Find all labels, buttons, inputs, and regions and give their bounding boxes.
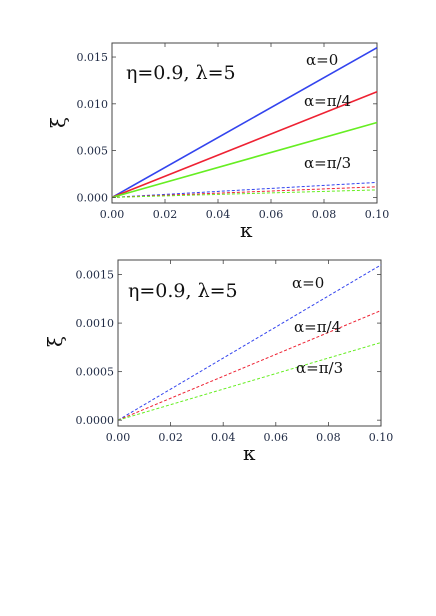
series-line-0-solid xyxy=(111,47,378,199)
y-tick-label: 0.010 xyxy=(77,98,109,111)
x-tick-label: 0.06 xyxy=(259,208,284,221)
series-line-1-solid xyxy=(111,90,378,199)
series-line-3-dashed xyxy=(111,181,378,198)
chart-title: η=0.9, λ=5 xyxy=(126,62,236,84)
series-group xyxy=(117,264,382,421)
y-tick-label: 0.000 xyxy=(77,191,109,204)
series-line-2-dashed xyxy=(117,342,382,421)
y-tick-label: 0.0010 xyxy=(76,317,115,330)
series-line-1-dashed xyxy=(117,310,382,421)
x-tick-label: 0.02 xyxy=(153,208,178,221)
y-tick-label: 0.0015 xyxy=(76,269,115,282)
annotation-alpha-pi3: α=π/3 xyxy=(304,154,351,172)
x-tick-label: 0.00 xyxy=(100,208,125,221)
y-tick-label: 0.0005 xyxy=(76,366,115,379)
axis-ticks: 0.00 0.02 0.04 0.06 0.08 0.10 0.0000 0.0005 0.00… xyxy=(76,260,394,444)
annotation-alpha-pi4: α=π/4 xyxy=(304,92,351,110)
x-tick-label: 0.10 xyxy=(365,208,390,221)
x-axis-label: κ xyxy=(243,441,256,465)
series-line-5-dashed xyxy=(111,189,378,198)
x-tick-label: 0.08 xyxy=(316,431,341,444)
x-tick-label: 0.08 xyxy=(312,208,337,221)
chart-bottom: 0.00 0.02 0.04 0.06 0.08 0.10 0.0000 0.0005 0.00… xyxy=(43,259,394,465)
y-axis-label: ξ xyxy=(46,117,70,128)
series-line-2-solid xyxy=(111,121,378,199)
y-tick-label: 0.015 xyxy=(77,51,109,64)
x-axis-label: κ xyxy=(240,218,253,242)
x-tick-label: 0.10 xyxy=(369,431,394,444)
annotation-alpha-pi4: α=π/4 xyxy=(294,318,341,336)
series-group xyxy=(111,47,378,199)
series-line-4-dashed xyxy=(111,186,378,198)
y-tick-label: 0.005 xyxy=(77,145,109,158)
x-tick-label: 0.04 xyxy=(211,431,236,444)
annotation-alpha-0: α=0 xyxy=(306,51,338,69)
x-tick-label: 0.06 xyxy=(264,431,289,444)
axis-ticks: 0.00 0.02 0.04 0.06 0.08 0.10 0.000 0.005 0.010 0… xyxy=(77,43,390,221)
plot-frame xyxy=(117,259,382,427)
annotation-alpha-pi3: α=π/3 xyxy=(296,359,343,377)
x-tick-label: 0.00 xyxy=(106,431,131,444)
x-tick-label: 0.02 xyxy=(158,431,183,444)
x-tick-label: 0.04 xyxy=(206,208,231,221)
chart-top: 0.00 0.02 0.04 0.06 0.08 0.10 0.000 0.005 0.010 0… xyxy=(46,42,390,242)
y-tick-label: 0.0000 xyxy=(76,414,115,427)
y-axis-label: ξ xyxy=(43,336,67,347)
series-line-0-dashed xyxy=(117,264,382,421)
annotation-alpha-0: α=0 xyxy=(292,274,324,292)
chart-title: η=0.9, λ=5 xyxy=(128,280,238,302)
